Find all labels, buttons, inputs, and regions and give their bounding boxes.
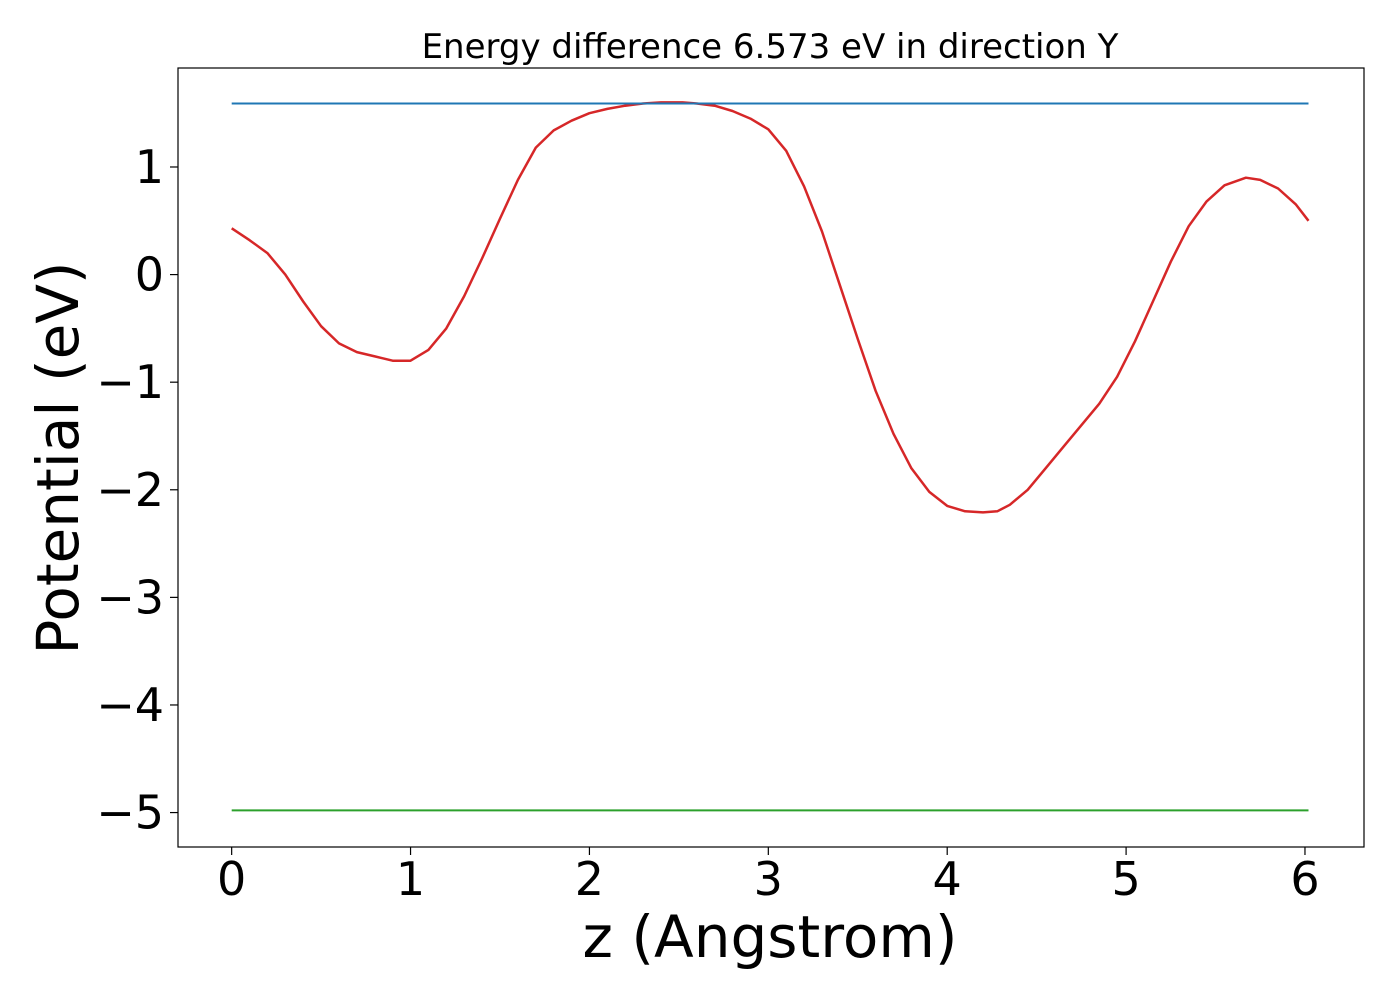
y-tick-label: −5 (96, 786, 164, 840)
y-tick-label: −4 (96, 678, 164, 732)
y-tick-label: 0 (135, 248, 164, 302)
y-tick-label: −2 (96, 463, 164, 517)
chart-title: Energy difference 6.573 eV in direction … (422, 27, 1119, 67)
y-tick-label: −3 (96, 570, 164, 624)
x-tick-label: 6 (1290, 852, 1319, 906)
x-tick-label: 4 (933, 852, 962, 906)
series-layer (231, 101, 1310, 812)
x-tick-label: 5 (1111, 852, 1140, 906)
y-tick-label: 1 (135, 140, 164, 194)
x-axis-label: z (Angstrom) (583, 903, 958, 971)
y-axis-ticks: 1 0 −1 −2 −3 −4 −5 (96, 140, 178, 840)
y-tick-label: −1 (96, 355, 164, 409)
plot-area-frame (177, 67, 1365, 848)
x-tick-label: 2 (575, 852, 604, 906)
x-tick-label: 0 (217, 852, 246, 906)
x-tick-label: 3 (754, 852, 783, 906)
series-line-0 (231, 101, 1310, 514)
x-axis-ticks: 0 1 2 3 4 5 6 (217, 847, 1320, 906)
x-tick-label: 1 (396, 852, 425, 906)
y-axis-label: Potential (eV) (24, 261, 92, 654)
